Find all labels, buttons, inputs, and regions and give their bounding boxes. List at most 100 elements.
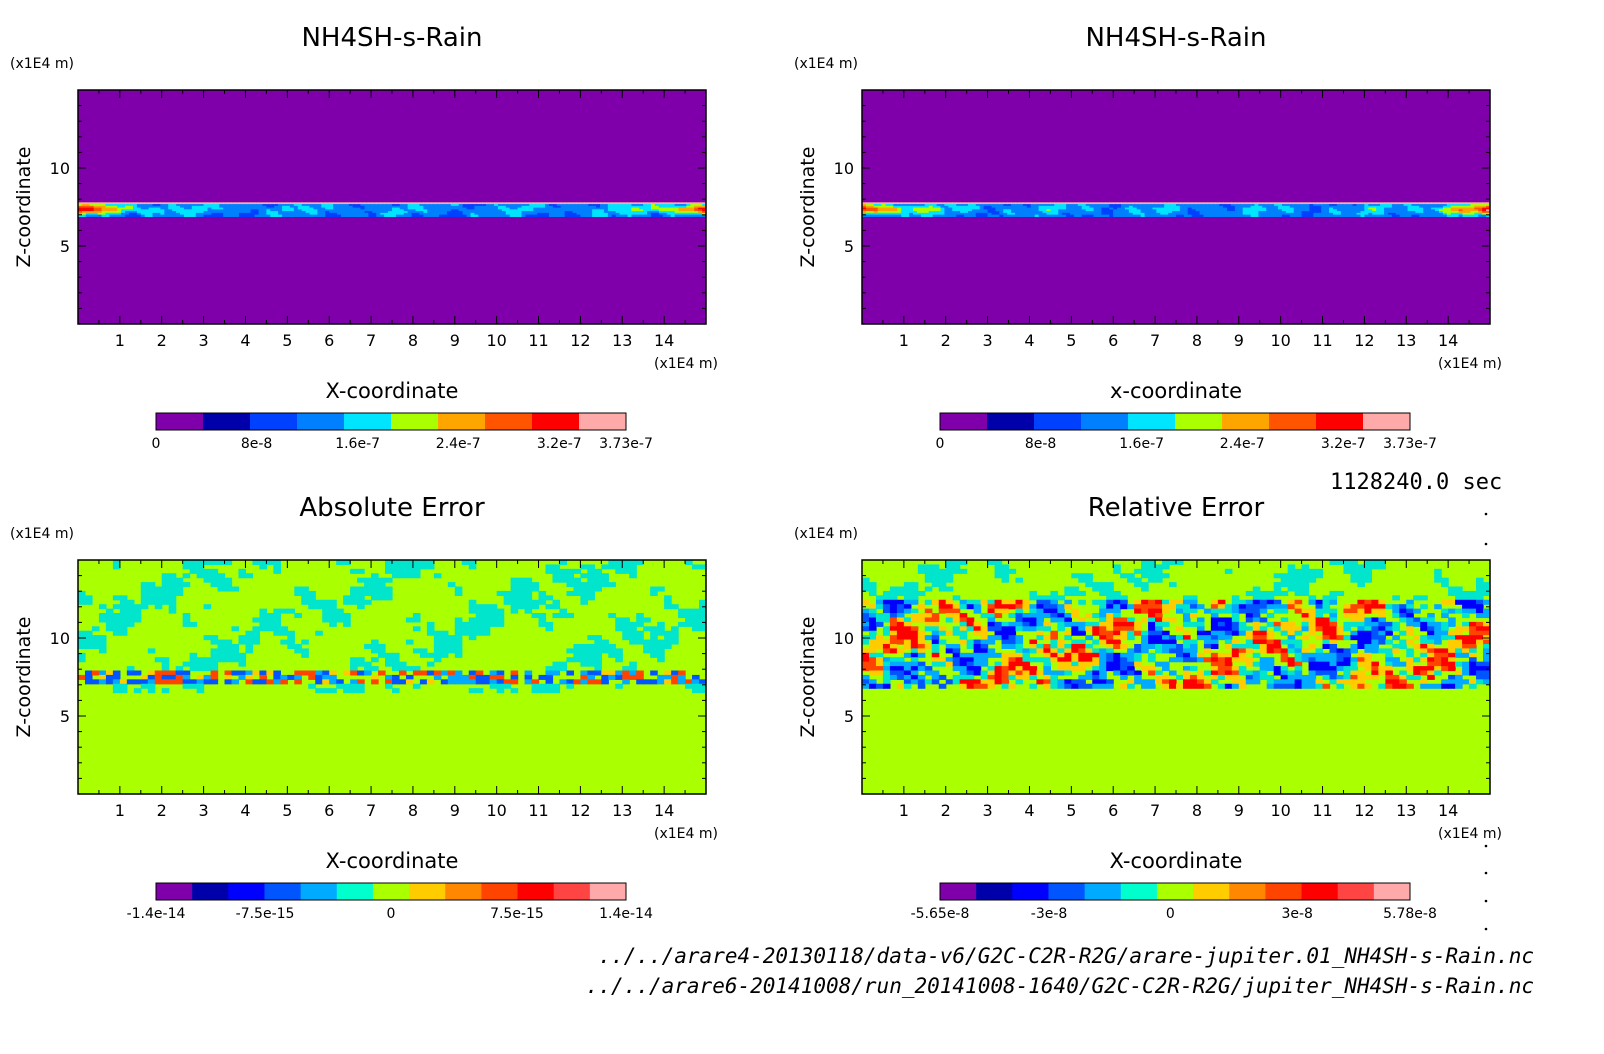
heatmap-cell (682, 211, 687, 214)
heatmap-cell (601, 564, 609, 570)
x-tick-label: 8 (1192, 331, 1202, 350)
heatmap-cell (1431, 204, 1436, 207)
heatmap-cell (1134, 568, 1142, 574)
heatmap-cell (117, 207, 122, 210)
heatmap-cell (301, 204, 307, 207)
heatmap-cell (1315, 608, 1324, 614)
heatmap-cell (587, 648, 595, 654)
heatmap-cell (1140, 211, 1146, 214)
heatmap-cell (868, 666, 877, 672)
heatmap-cell (513, 209, 519, 212)
heatmap-cell (1245, 626, 1254, 632)
heatmap-cell (1148, 568, 1156, 574)
heatmap-cell (329, 204, 334, 207)
heatmap-cell (1106, 639, 1114, 645)
heatmap-cell (885, 214, 891, 217)
heatmap-cell (650, 648, 658, 654)
heatmap-cell (1106, 595, 1114, 601)
heatmap-cell (395, 209, 401, 212)
heatmap-cell (1057, 679, 1065, 685)
heatmap-cell (227, 211, 232, 214)
heatmap-cell (524, 582, 533, 588)
heatmap-cell (1289, 202, 1295, 205)
heatmap-cell (1015, 613, 1024, 619)
heatmap-cell (1482, 209, 1487, 212)
heatmap-cell (1470, 211, 1475, 214)
heatmap-cell (521, 209, 527, 212)
heatmap-cell (1036, 613, 1045, 619)
heatmap-cell (1344, 207, 1350, 210)
heatmap-cell (987, 207, 993, 210)
heatmap-cell (313, 209, 319, 212)
heatmap-cell (636, 674, 644, 680)
heatmap-cell (1022, 648, 1031, 654)
heatmap-cell (357, 599, 365, 605)
heatmap-cell (1085, 212, 1091, 216)
colorbar-tick-label: 3.73e-7 (599, 436, 653, 452)
heatmap-cell (670, 207, 676, 210)
heatmap-cell (966, 666, 975, 672)
heatmap-cell (979, 204, 985, 207)
heatmap-cell (160, 202, 165, 205)
heatmap-cell (1294, 586, 1303, 592)
heatmap-cell (1073, 202, 1079, 205)
heatmap-cell (1274, 205, 1279, 209)
heatmap-cell (1164, 202, 1169, 205)
heatmap-cell (81, 205, 87, 209)
heatmap-cell (217, 560, 226, 566)
heatmap-cell (378, 586, 386, 592)
heatmap-cell (454, 211, 460, 214)
heatmap-cell (1252, 586, 1261, 592)
heatmap-cell (568, 202, 574, 205)
heatmap-cell (1141, 582, 1149, 588)
colorbar-swatch (517, 883, 555, 900)
heatmap-cell (1113, 205, 1118, 209)
heatmap-cell (1196, 657, 1205, 663)
heatmap-cell (1042, 204, 1048, 207)
heatmap-cell (1259, 630, 1268, 636)
heatmap-cell (175, 582, 184, 588)
heatmap-cell (1278, 204, 1283, 207)
heatmap-cell (337, 205, 342, 209)
heatmap-cell (1172, 205, 1177, 209)
heatmap-cell (289, 202, 295, 205)
heatmap-cell (1106, 621, 1114, 627)
heatmap-cell (1352, 204, 1358, 207)
heatmap-cell (450, 214, 456, 217)
heatmap-cell (84, 595, 93, 601)
heatmap-cell (494, 209, 499, 212)
heatmap-cell (388, 205, 393, 209)
heatmap-cell (191, 207, 197, 210)
heatmap-cell (901, 205, 906, 209)
heatmap-cell (1258, 214, 1263, 217)
heatmap-cell (403, 204, 409, 207)
heatmap-cell (1155, 626, 1163, 632)
heatmap-cell (1015, 621, 1024, 627)
heatmap-cell (105, 205, 110, 209)
heatmap-cell (1134, 582, 1142, 588)
heatmap-cell (97, 211, 103, 214)
heatmap-cell (211, 205, 216, 209)
heatmap-cell (566, 582, 575, 588)
heatmap-cell (462, 211, 468, 214)
heatmap-cell (1015, 608, 1024, 614)
heatmap-cell (572, 205, 578, 209)
heatmap-cell (966, 617, 975, 623)
heatmap-cell (1458, 212, 1464, 216)
heatmap-cell (250, 209, 256, 212)
heatmap-cell (1278, 202, 1283, 205)
heatmap-cell (1294, 604, 1303, 610)
heatmap-cell (623, 211, 629, 214)
heatmap-cell (325, 212, 330, 216)
heatmap-cell (654, 211, 660, 214)
heatmap-cell (1078, 652, 1086, 658)
heatmap-cell (85, 205, 91, 209)
heatmap-cell (1217, 661, 1226, 667)
heatmap-cell (1092, 630, 1100, 636)
heatmap-cell (1128, 211, 1134, 214)
heatmap-cell (1322, 595, 1331, 601)
heatmap-cell (1008, 657, 1017, 663)
heatmap-cell (533, 204, 538, 207)
heatmap-cell (191, 214, 197, 217)
heatmap-cell (1287, 639, 1296, 645)
